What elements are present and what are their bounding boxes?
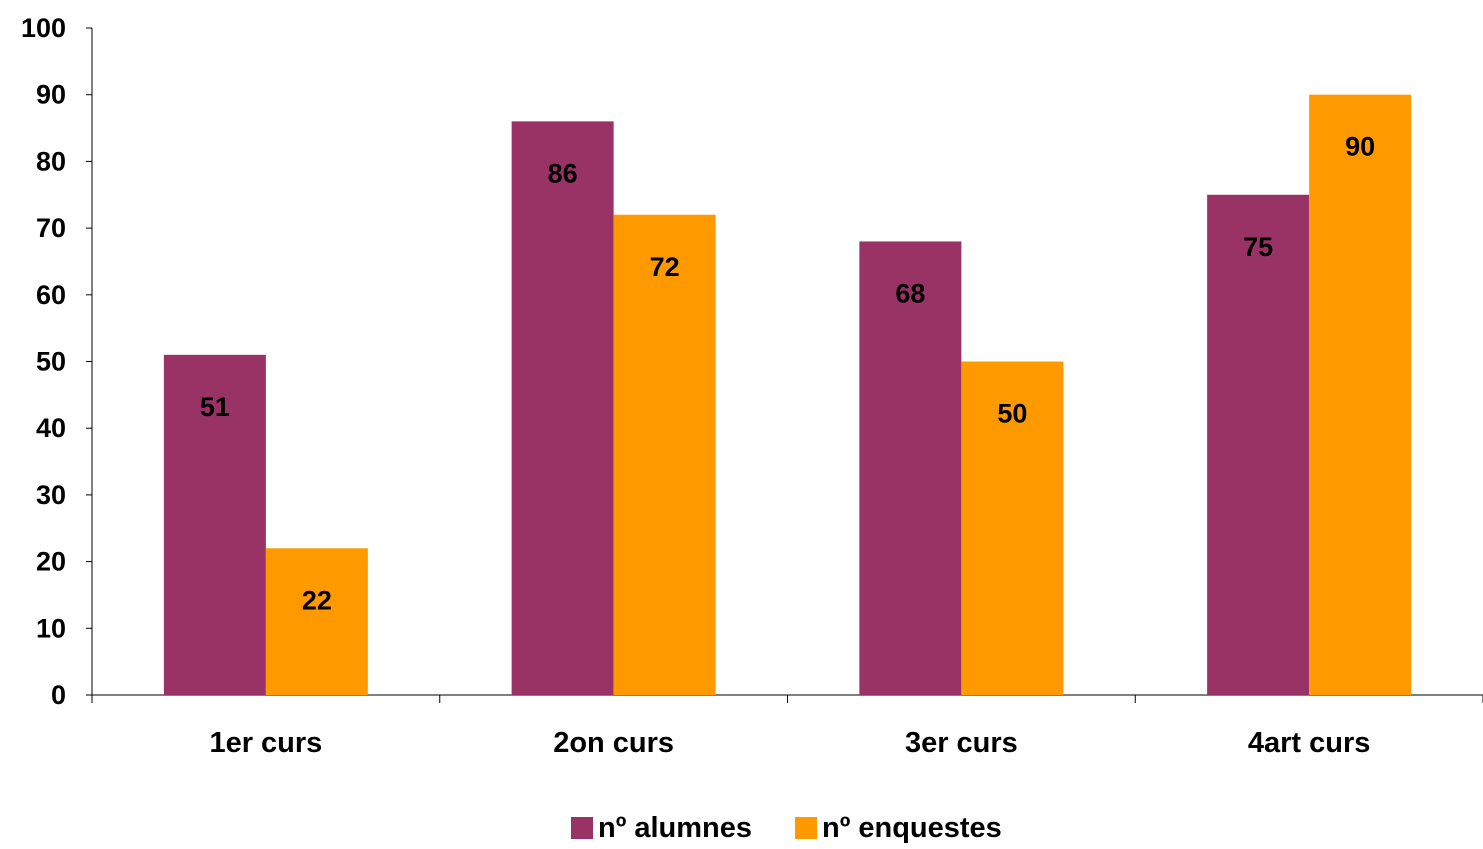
data-label: 50 — [997, 399, 1027, 429]
y-tick-label: 0 — [51, 680, 66, 710]
bar — [265, 548, 368, 695]
bar — [163, 354, 266, 695]
data-label: 86 — [548, 158, 578, 188]
x-tick-label: 3er curs — [905, 727, 1018, 759]
bar — [961, 361, 1064, 695]
legend-swatch — [795, 817, 817, 839]
bar — [613, 214, 716, 695]
bar — [1207, 194, 1310, 695]
bar — [1309, 94, 1412, 695]
y-tick-label: 50 — [36, 347, 66, 377]
y-tick-label: 80 — [36, 146, 66, 176]
data-label: 68 — [895, 278, 925, 308]
y-tick-label: 30 — [36, 480, 66, 510]
legend-label: nº enquestes — [822, 812, 1002, 844]
y-tick-label: 20 — [36, 547, 66, 577]
x-tick-label: 2on curs — [553, 727, 674, 759]
data-label: 22 — [302, 585, 332, 615]
y-tick-label: 100 — [21, 13, 66, 43]
bar — [511, 121, 614, 695]
bar — [859, 241, 962, 695]
y-tick-label: 10 — [36, 613, 66, 643]
x-tick-label: 1er curs — [209, 727, 322, 759]
legend-label: nº alumnes — [598, 812, 752, 844]
data-label: 72 — [650, 252, 680, 282]
y-tick-label: 70 — [36, 213, 66, 243]
legend-swatch — [571, 817, 593, 839]
data-label: 51 — [200, 392, 230, 422]
y-tick-label: 60 — [36, 280, 66, 310]
x-tick-label: 4art curs — [1248, 727, 1371, 759]
data-label: 90 — [1345, 132, 1375, 162]
y-tick-label: 40 — [36, 413, 66, 443]
data-label: 75 — [1243, 232, 1273, 262]
y-tick-label: 90 — [36, 80, 66, 110]
